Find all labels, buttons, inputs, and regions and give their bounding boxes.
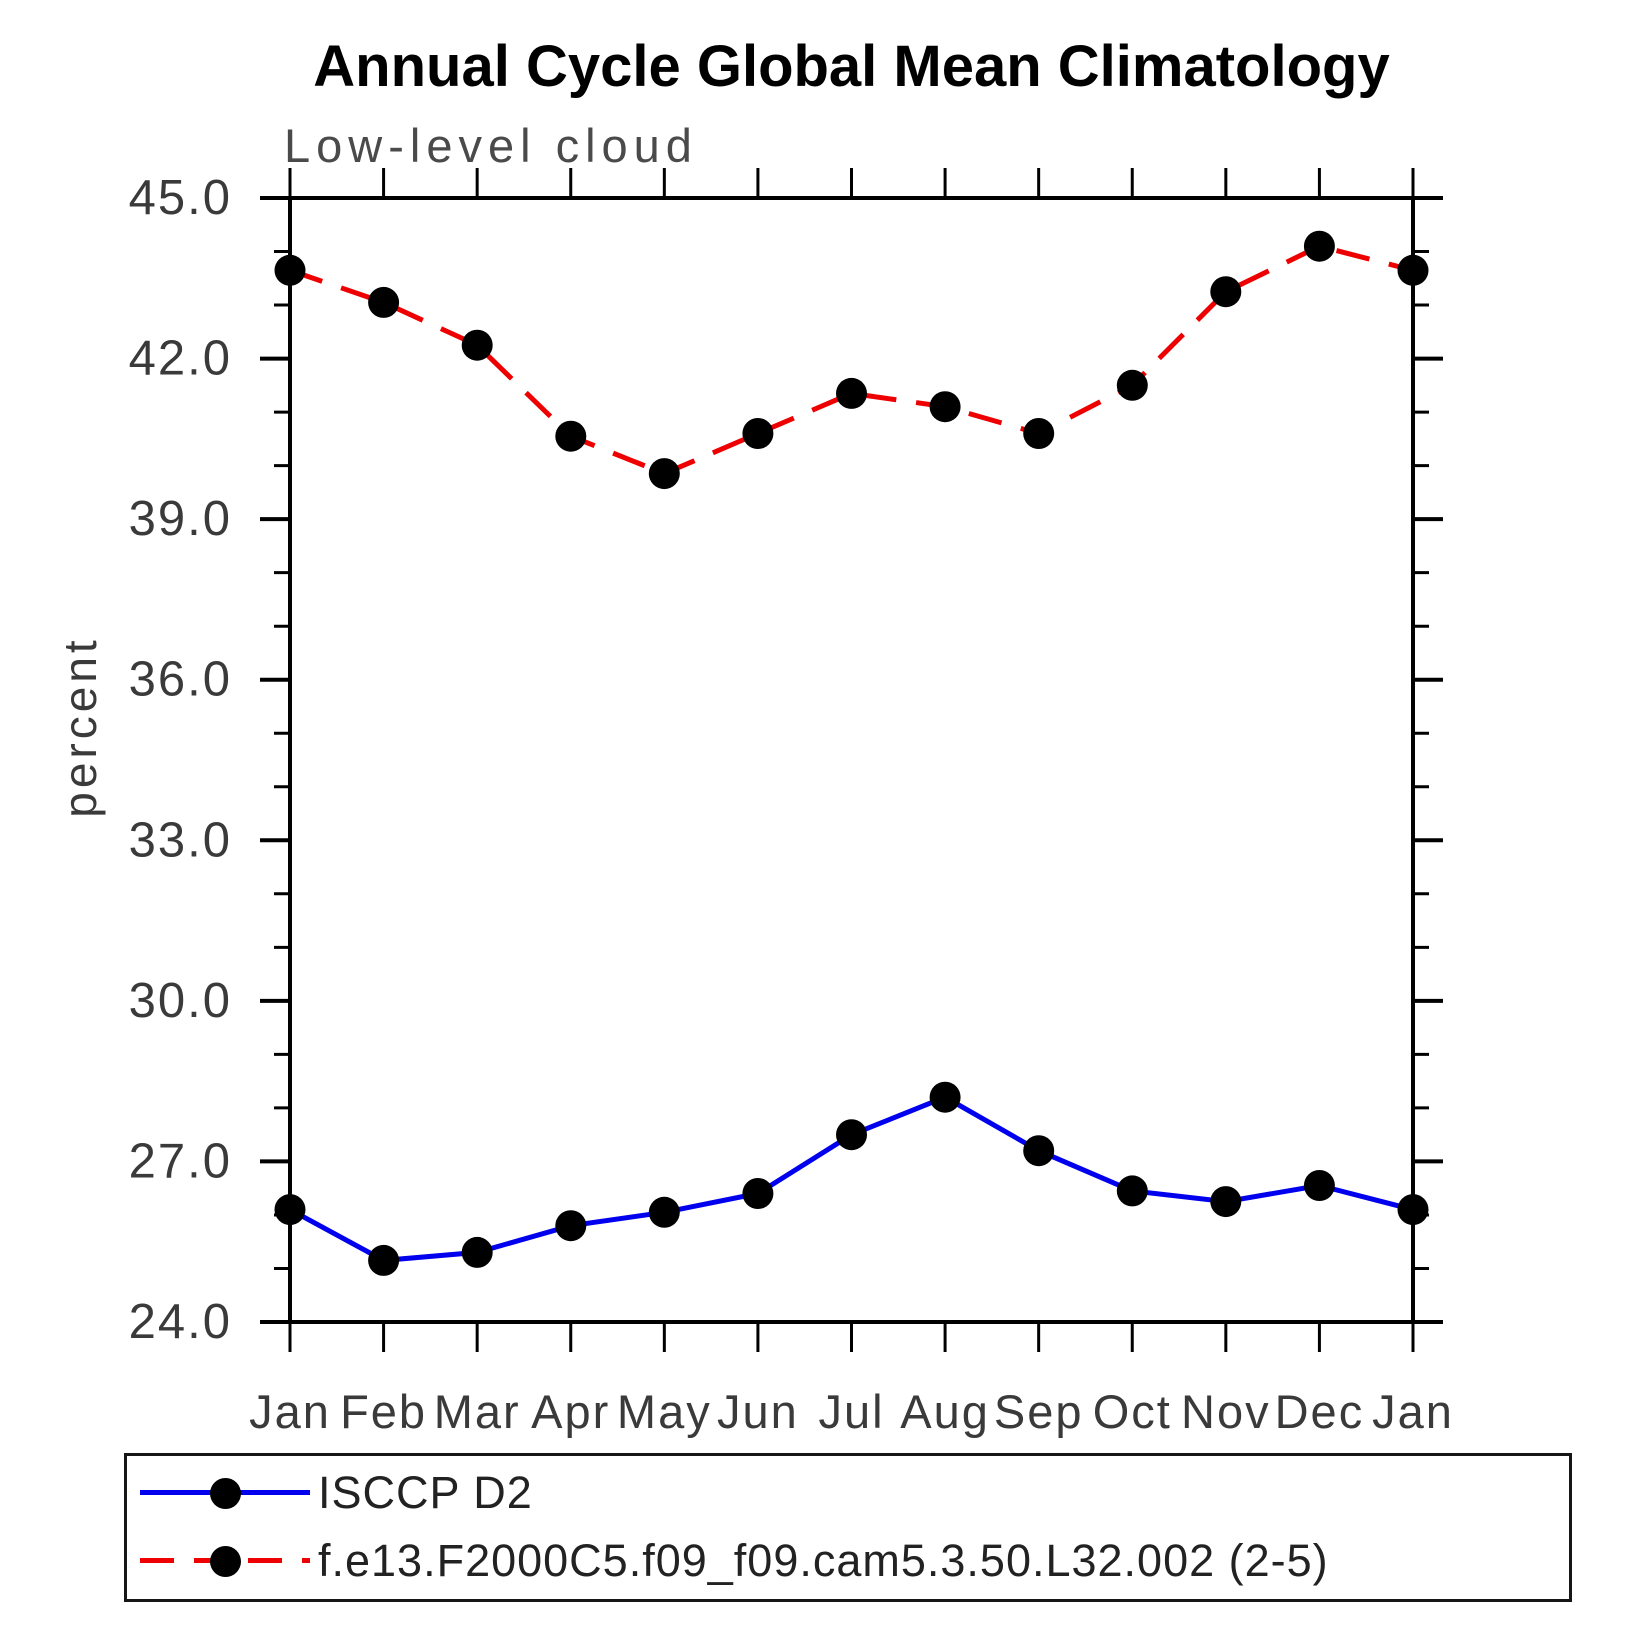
x-tick-label: Jan [1372,1385,1454,1438]
y-tick-label: 36.0 [129,653,232,707]
data-point-marker [555,1210,587,1242]
data-point-marker [1116,1175,1148,1207]
plot-frame [288,196,1415,1324]
x-tick-label: Jun [717,1385,799,1438]
data-point-marker [742,418,774,449]
x-tick-label: Aug [900,1385,990,1438]
data-point-marker [1303,1170,1335,1201]
y-tick-label: 33.0 [129,813,232,867]
y-tick-label: 42.0 [129,332,232,386]
data-point-marker [1210,1186,1242,1218]
x-tick-label: Dec [1275,1385,1365,1438]
x-tick-label: May [617,1385,712,1438]
y-tick-label: 45.0 [129,171,232,225]
x-tick-label: Feb [340,1385,427,1438]
legend-box: ISCCP D2 f.e13.F2000C5.f09_f09.cam5.3.50… [124,1453,1572,1602]
data-point-marker [461,1236,493,1268]
x-tick-label: Apr [531,1385,610,1438]
data-point-marker [1397,254,1429,286]
data-point-marker [836,1119,867,1151]
data-point-marker [274,254,306,286]
legend-item-isccp: ISCCP D2 [140,1467,533,1518]
legend-item-model: f.e13.F2000C5.f09_f09.cam5.3.50.L32.002 … [140,1535,1329,1586]
data-point-marker [1303,230,1335,262]
data-point-marker [368,1244,400,1276]
legend-marker-dot [209,1477,241,1509]
data-point-marker [1397,1194,1429,1226]
x-tick-label: Sep [994,1385,1084,1438]
legend-line-sample [140,1471,310,1515]
legend-line-sample [140,1539,310,1583]
chart-title: Annual Cycle Global Mean Climatology [313,34,1390,99]
data-point-marker [742,1178,774,1209]
data-point-marker [1116,369,1148,401]
data-point-marker [555,420,587,452]
data-point-marker [368,286,400,318]
data-point-marker [274,1194,306,1226]
data-point-marker [461,329,493,361]
x-tick-label: Oct [1093,1385,1172,1438]
data-point-marker [648,458,680,490]
y-tick-label: 39.0 [129,492,232,546]
data-point-marker [836,377,867,409]
data-point-marker [1023,1135,1055,1167]
x-tick-label: Jul [818,1385,884,1438]
x-tick-label: Jan [249,1385,331,1438]
x-tick-label: Nov [1181,1385,1271,1438]
data-point-marker [929,391,961,423]
chart-subtitle: Low-level cloud [284,119,698,172]
data-point-marker [1210,276,1242,308]
data-point-marker [929,1081,961,1113]
data-point-marker [648,1196,680,1228]
legend-label: ISCCP D2 [318,1467,533,1518]
data-point-marker [1023,418,1055,449]
legend-label: f.e13.F2000C5.f09_f09.cam5.3.50.L32.002 … [318,1535,1329,1586]
legend-marker-dot [209,1545,241,1577]
y-tick-label: 24.0 [129,1295,232,1349]
y-tick-label: 30.0 [129,974,232,1028]
series-line-1 [289,243,1414,477]
y-tick-label: 27.0 [129,1134,232,1188]
x-tick-label: Mar [434,1385,521,1438]
